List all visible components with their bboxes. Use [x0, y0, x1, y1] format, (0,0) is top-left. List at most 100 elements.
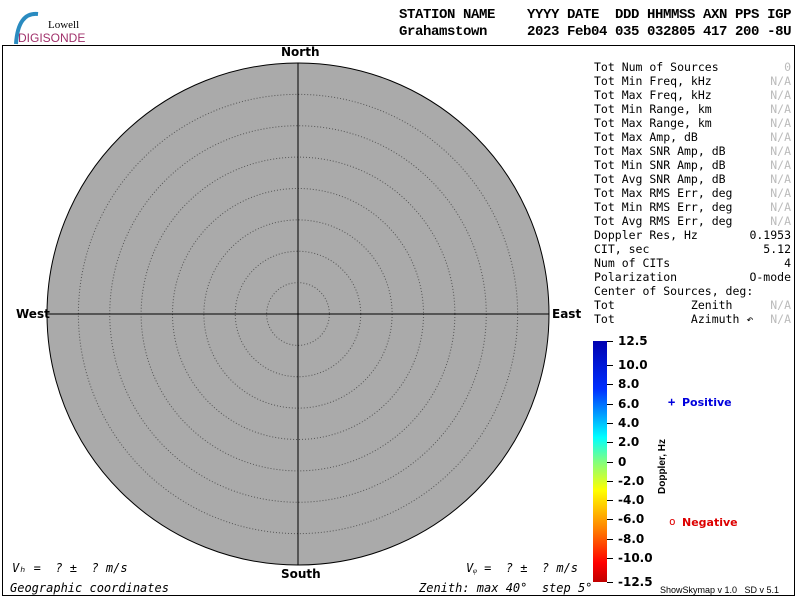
stat-row: Tot Min Range, km N/A	[594, 102, 791, 116]
positive-label: Positive	[682, 396, 732, 409]
stat-value: N/A	[770, 88, 791, 102]
stat-label: Tot Min Range, km	[594, 102, 712, 116]
colorbar-tick-label: 0	[618, 454, 627, 469]
colorbar-tick-label: -12.5	[618, 575, 653, 589]
stat-row: CIT, sec 5.12	[594, 242, 791, 256]
zenith-info: Zenith: max 40° step 5°	[419, 581, 593, 595]
colorbar-tick-label: 4.0	[618, 415, 640, 430]
stat-row: Tot Min SNR Amp, dB N/A	[594, 158, 791, 172]
stat-label: Tot Avg RMS Err, deg	[594, 214, 733, 228]
stat-label: Num of CITs	[594, 256, 671, 270]
colorbar-tick-label: 10.0	[618, 358, 648, 373]
stat-row: Num of CITs 4	[594, 256, 791, 270]
colorbar-tick	[607, 403, 613, 405]
stat-row: Tot Max Amp, dB N/A	[594, 130, 791, 144]
stat-label: Tot Max Amp, dB	[594, 130, 698, 144]
stat-value: O-mode	[749, 270, 791, 284]
stat-label: Tot Max Freq, kHz	[594, 88, 712, 102]
stat-label: Tot Max Range, km	[594, 116, 712, 130]
stat-label: Center of Sources, deg:	[594, 284, 754, 298]
skymap	[46, 62, 550, 566]
stat-row: Tot Zenith N/A	[594, 298, 791, 312]
north-label: North	[281, 45, 320, 59]
stat-label: Tot Avg SNR Amp, dB	[594, 172, 726, 186]
colorbar-title: Doppler, Hz	[657, 438, 668, 494]
stat-label: Tot Azimuth ↶	[594, 312, 754, 326]
stat-row: Doppler Res, Hz 0.1953	[594, 228, 791, 242]
stat-row: Tot Avg SNR Amp, dB N/A	[594, 172, 791, 186]
stat-value: N/A	[770, 116, 791, 130]
colorbar-tick	[607, 500, 613, 502]
colorbar-tick-label: 6.0	[618, 396, 640, 411]
colorbar-tick-label: -8.0	[618, 531, 645, 546]
stat-row: Center of Sources, deg:	[594, 284, 791, 298]
colorbar-tick-label: -2.0	[618, 473, 645, 488]
stat-value: N/A	[770, 200, 791, 214]
negative-label: Negative	[682, 516, 738, 529]
logo-line2: DIGISONDE	[18, 31, 86, 45]
stat-label: Tot Max SNR Amp, dB	[594, 144, 726, 158]
header-values: Grahamstown 2023 Feb04 035 032805 417 20…	[399, 24, 792, 40]
colorbar-tick-label: 12.5	[618, 334, 648, 348]
stat-label: Tot Min RMS Err, deg	[594, 200, 733, 214]
stat-label: Doppler Res, Hz	[594, 228, 698, 242]
colorbar-tick	[607, 442, 613, 444]
colorbar-tick	[607, 538, 613, 540]
colorbar-tick-label: -10.0	[618, 550, 653, 565]
colorbar-tick	[607, 557, 613, 559]
stat-value: N/A	[770, 186, 791, 200]
stat-label: Tot Max RMS Err, deg	[594, 186, 733, 200]
stat-value: N/A	[770, 312, 791, 326]
stat-value: N/A	[770, 158, 791, 172]
colorbar-tick-label: 8.0	[618, 377, 640, 392]
coordinate-system: Geographic coordinates	[10, 581, 169, 595]
stat-value: N/A	[770, 130, 791, 144]
stat-row: Tot Max SNR Amp, dB N/A	[594, 144, 791, 158]
stat-value: N/A	[770, 144, 791, 158]
positive-symbol: +	[668, 395, 676, 409]
vz-readout: Vᵩ = ? ± ? m/s	[466, 561, 579, 575]
stat-value: 5.12	[763, 242, 791, 256]
stat-row: Tot Min Freq, kHz N/A	[594, 74, 791, 88]
stat-value: 0	[784, 60, 791, 74]
colorbar-tick	[607, 519, 613, 521]
colorbar-tick-label: 2.0	[618, 435, 640, 450]
logo-line1: Lowell	[48, 19, 80, 31]
plot-frame	[2, 45, 795, 596]
colorbar-tick	[607, 384, 613, 386]
stat-value: N/A	[770, 102, 791, 116]
stat-row: Tot Azimuth ↶ N/A	[594, 312, 791, 326]
stat-label: Tot Min Freq, kHz	[594, 74, 712, 88]
stat-row: Polarization O-mode	[594, 270, 791, 284]
stat-label: Tot Zenith	[594, 298, 733, 312]
doppler-colorbar	[593, 341, 607, 582]
negative-symbol: o	[669, 515, 676, 528]
stat-value: N/A	[770, 298, 791, 312]
stat-value: N/A	[770, 74, 791, 88]
stat-label: Tot Min SNR Amp, dB	[594, 158, 726, 172]
colorbar-tick	[607, 341, 613, 342]
colorbar-tick	[607, 365, 613, 367]
stat-label: CIT, sec	[594, 242, 650, 256]
colorbar-tick	[607, 480, 613, 482]
west-label: West	[16, 307, 50, 321]
stat-row: Tot Num of Sources 0	[594, 60, 791, 74]
stat-label: Polarization	[594, 270, 678, 284]
colorbar-tick-label: -4.0	[618, 493, 645, 508]
stat-value: 0.1953	[749, 228, 791, 242]
stat-row: Tot Max RMS Err, deg N/A	[594, 186, 791, 200]
stat-value: 4	[784, 256, 791, 270]
stat-row: Tot Avg RMS Err, deg N/A	[594, 214, 791, 228]
stat-label: Tot Num of Sources	[594, 60, 719, 74]
colorbar-tick	[607, 461, 613, 463]
stat-row: Tot Max Freq, kHz N/A	[594, 88, 791, 102]
logo-arc-icon	[14, 11, 39, 45]
colorbar-tick	[607, 422, 613, 424]
vh-readout: Vₕ = ? ± ? m/s	[12, 561, 128, 575]
logo: Lowell DIGISONDE	[10, 10, 90, 46]
colorbar-tick-label: -6.0	[618, 512, 645, 527]
stat-value: N/A	[770, 214, 791, 228]
header-labels: STATION NAME YYYY DATE DDD HHMMSS AXN PP…	[399, 7, 792, 23]
stat-row: Tot Min RMS Err, deg N/A	[594, 200, 791, 214]
version-info: ShowSkymap v 1.0 SD v 5.1	[660, 585, 780, 595]
